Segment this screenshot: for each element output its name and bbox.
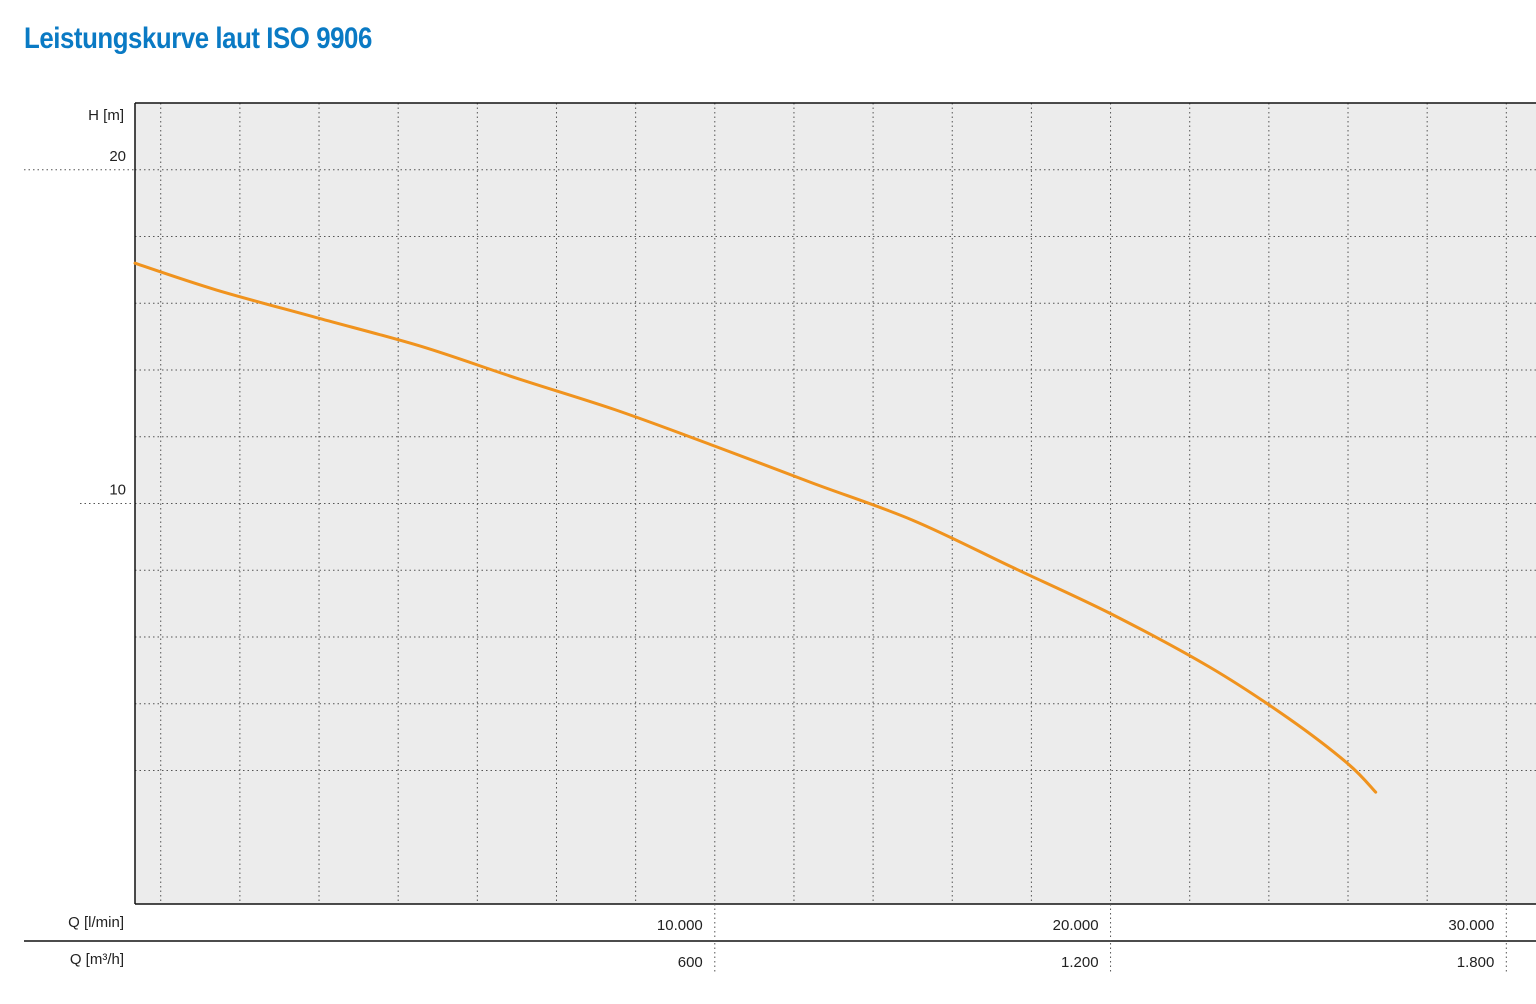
x-tick-label: 30.000 xyxy=(1448,917,1494,934)
x-axis-label-m3h: Q [m³/h] xyxy=(70,951,124,968)
axis-ticks: 20 10 10.000 20.000 30.000 600 1.200 1.800 xyxy=(24,148,1507,974)
y-axis-label: H [m] xyxy=(88,107,124,124)
page-title: Leistungskurve laut ISO 9906 xyxy=(24,22,372,55)
y-tick-label: 10 xyxy=(109,482,126,499)
x-axis-label-lmin: Q [l/min] xyxy=(68,914,124,931)
x-tick-label: 20.000 xyxy=(1053,917,1099,934)
performance-curve xyxy=(133,261,1378,794)
grid-lines xyxy=(135,103,1536,904)
y-tick-label: 20 xyxy=(109,148,126,165)
x-tick-label: 600 xyxy=(678,954,703,971)
plot-background xyxy=(135,103,1536,904)
x-tick-label: 1.200 xyxy=(1061,954,1099,971)
x-tick-label: 1.800 xyxy=(1457,954,1495,971)
x-tick-label: 10.000 xyxy=(657,917,703,934)
